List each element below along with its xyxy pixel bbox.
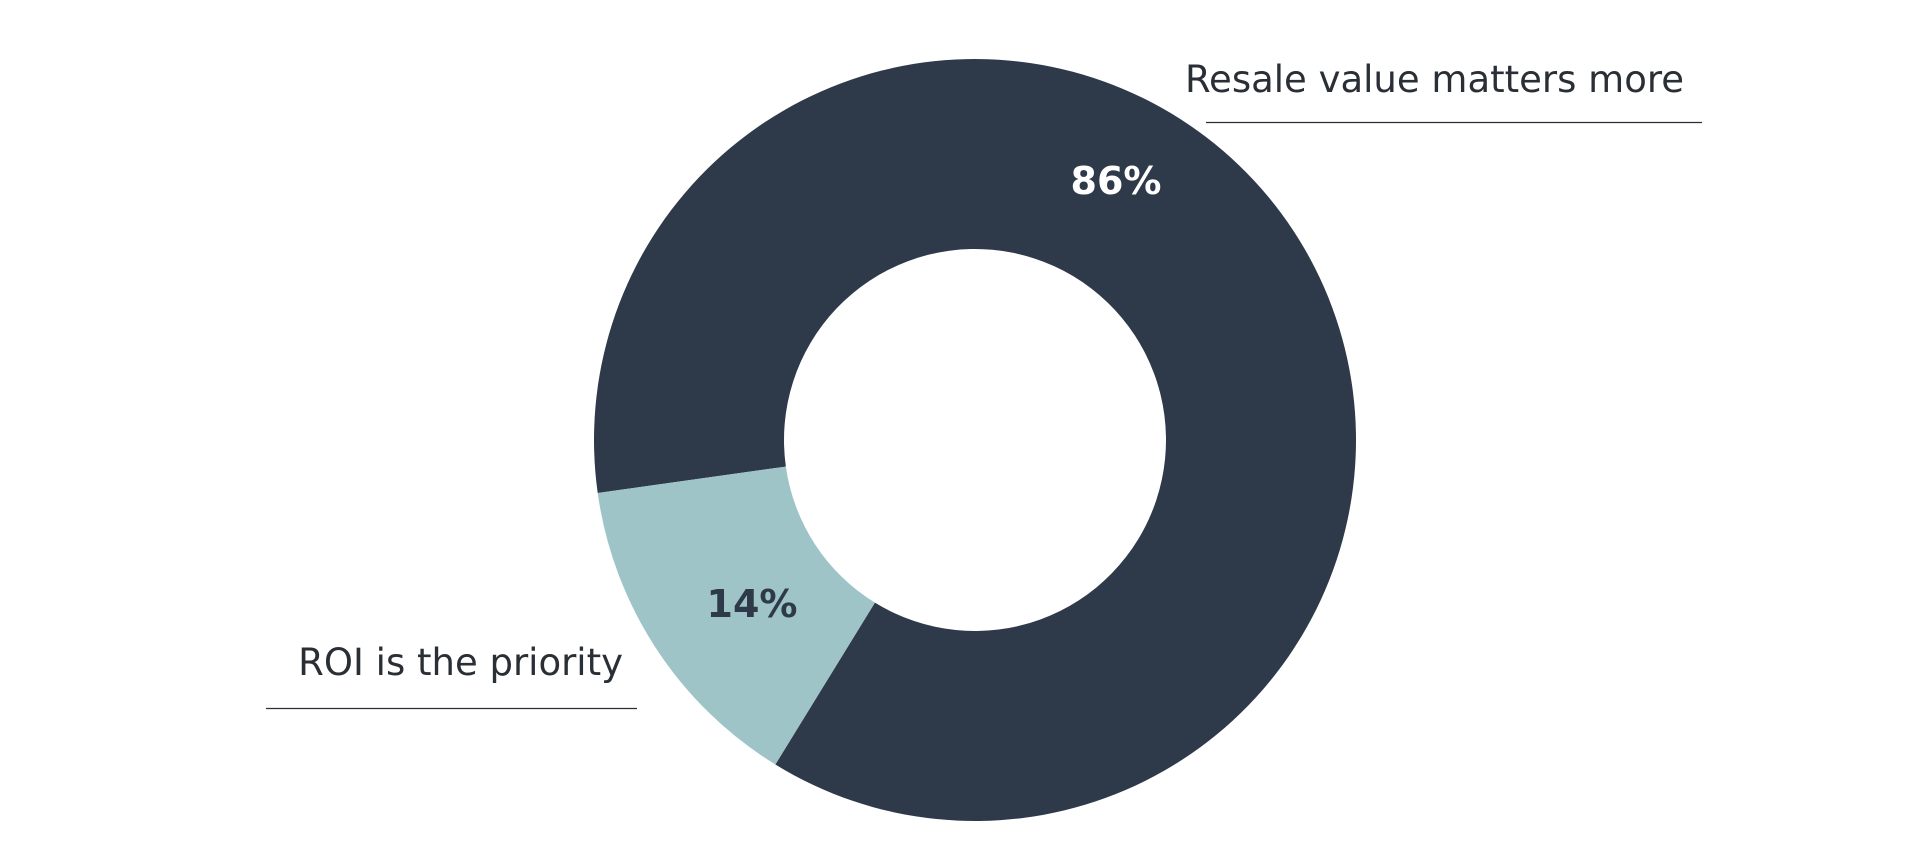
- slice-value-label-roi: 14%: [707, 582, 798, 626]
- slice-value-labels: 86% 14%: [707, 159, 1162, 626]
- legend-label-resale: Resale value matters more: [1185, 58, 1684, 101]
- donut-slice-resale: [594, 59, 1356, 822]
- callout-roi: ROI is the priority: [266, 641, 637, 710]
- legend-label-roi: ROI is the priority: [298, 641, 623, 684]
- slice-value-label-resale: 86%: [1071, 159, 1162, 203]
- donut-slice-roi: [597, 466, 875, 765]
- donut-slices: [594, 59, 1356, 822]
- callout-resale: Resale value matters more: [1185, 58, 1702, 124]
